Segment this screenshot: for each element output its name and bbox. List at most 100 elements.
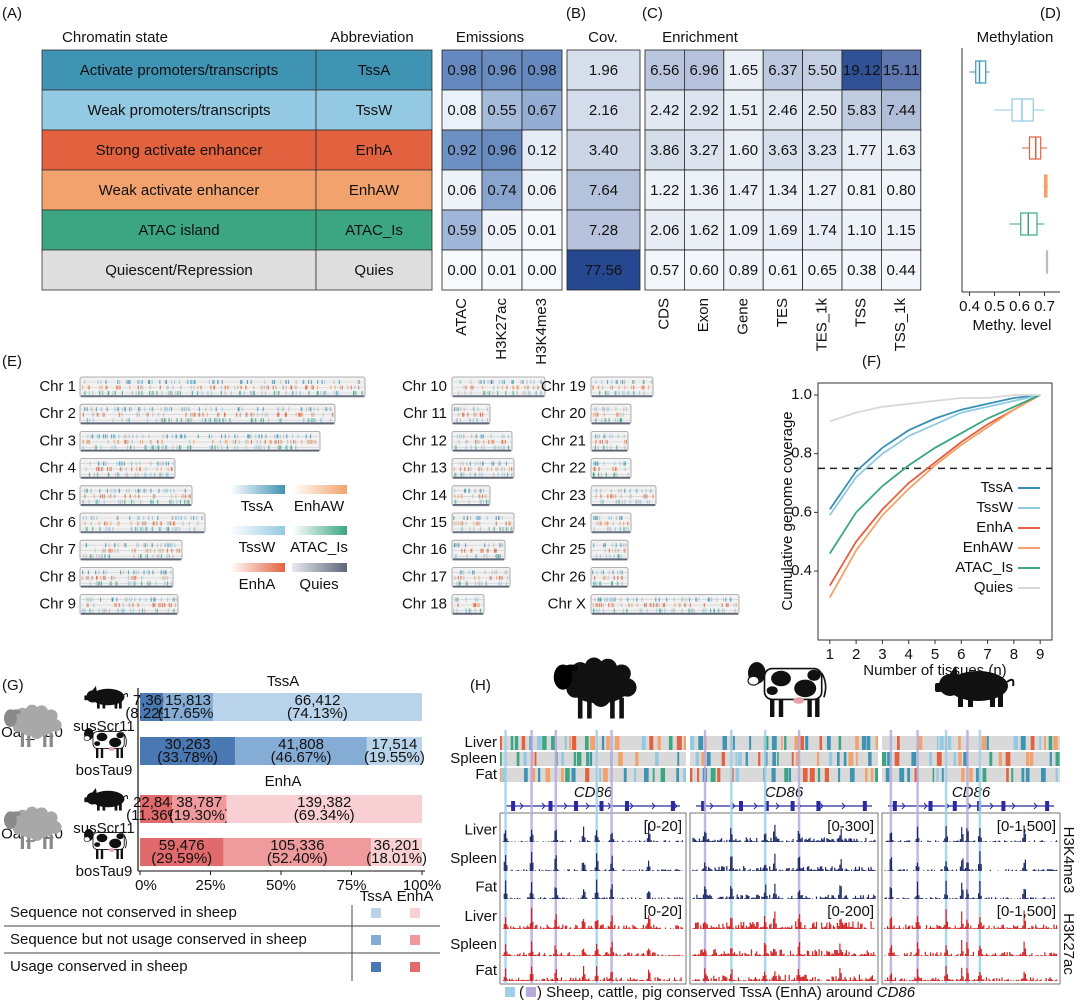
state-tick [128, 597, 130, 602]
state-tick [639, 391, 641, 395]
state-stripe [777, 752, 779, 766]
state-tick [136, 521, 139, 526]
state-tick [131, 391, 133, 395]
state-tick [598, 434, 601, 439]
state-tick [289, 385, 291, 390]
state-tick [456, 418, 458, 423]
panel-label: (C) [642, 5, 663, 22]
ear [11, 709, 21, 715]
state-tick [113, 488, 115, 493]
state-stripe [781, 736, 783, 750]
state-tick [253, 391, 255, 395]
state-tick [264, 391, 267, 395]
chromosome-label: Chr 21 [541, 432, 586, 449]
state-tick [145, 554, 147, 559]
state-tick [105, 570, 107, 575]
state-tick [98, 554, 100, 559]
state-tick [161, 418, 163, 423]
state-tick [127, 581, 130, 586]
state-name: Weak promoters/transcripts [87, 102, 270, 119]
state-tick [338, 380, 340, 384]
state-tick [93, 494, 95, 499]
state-tick [476, 418, 479, 423]
state-tick [90, 554, 92, 559]
state-stripe [969, 768, 973, 782]
state-tick [112, 418, 114, 423]
state-stripe [524, 768, 528, 782]
state-tick [166, 407, 169, 412]
state-tick [480, 380, 482, 384]
state-tick [90, 488, 92, 493]
heat-value: 1.96 [589, 62, 618, 79]
state-tick [115, 603, 117, 608]
state-tick [99, 461, 101, 466]
state-tick [137, 516, 139, 520]
state-tick [614, 472, 616, 477]
state-tick [177, 516, 180, 520]
state-tick [281, 439, 283, 444]
state-tick [247, 439, 249, 444]
state-tick [527, 391, 529, 395]
state-tick [671, 608, 673, 613]
state-tick [164, 575, 166, 580]
state-stripe [635, 752, 639, 766]
state-tick [127, 575, 130, 580]
state-tick [145, 488, 147, 493]
state-tick [152, 391, 154, 395]
state-tick [333, 380, 335, 384]
state-tick [685, 597, 687, 602]
pig-icon [935, 666, 1015, 707]
state-tick [278, 418, 280, 423]
state-tick [117, 439, 119, 444]
strand-arrow [1011, 802, 1016, 810]
state-tick [457, 494, 459, 499]
state-tick [316, 385, 319, 390]
state-tick [193, 380, 195, 384]
state-tick [207, 391, 209, 395]
state-tick [161, 439, 163, 444]
state-tick [158, 548, 160, 553]
state-tick [627, 527, 629, 531]
signal [502, 823, 683, 842]
state-tick [103, 412, 105, 417]
state-tick [483, 554, 485, 559]
state-tick [217, 445, 219, 450]
state-tick [612, 467, 615, 472]
state-stripe [521, 736, 526, 750]
state-tick [463, 575, 465, 580]
state-tick [103, 494, 105, 499]
state-tick [254, 445, 256, 450]
state-tick [101, 494, 104, 499]
state-tick [245, 412, 248, 417]
state-tick [311, 412, 313, 417]
state-tick [164, 603, 166, 608]
state-tick [255, 434, 257, 439]
state-tick [501, 385, 504, 390]
state-tick [488, 543, 490, 548]
state-tick [614, 418, 617, 423]
state-tick [134, 548, 136, 553]
state-tick [620, 575, 623, 580]
state-tick [479, 521, 481, 526]
state-stripe [603, 768, 608, 782]
state-tick [170, 543, 172, 548]
state-tick [157, 516, 159, 520]
state-tick [620, 603, 623, 608]
state-stripe [599, 768, 602, 782]
state-tick [527, 385, 530, 390]
state-tick [516, 391, 518, 395]
state-tick [264, 385, 266, 390]
state-tick [172, 445, 174, 450]
state-tick [301, 407, 303, 412]
state-tick [117, 385, 119, 390]
state-tick [85, 554, 87, 559]
state-tick [493, 543, 495, 548]
state-tick [131, 439, 133, 444]
state-tick [125, 439, 127, 444]
state-tick [104, 575, 106, 580]
state-stripe [749, 736, 752, 750]
leg [119, 803, 122, 811]
state-tick [612, 385, 614, 390]
state-tick [137, 380, 139, 384]
heat-cell [881, 89, 922, 131]
